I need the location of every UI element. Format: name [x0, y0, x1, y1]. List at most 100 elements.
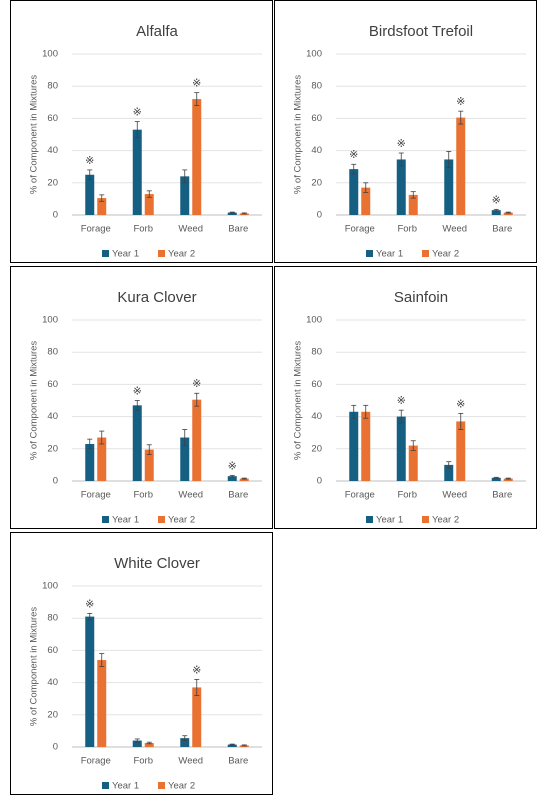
y-tick-label: 100 — [42, 581, 58, 592]
panel-border — [10, 266, 273, 529]
error-bar — [146, 190, 152, 198]
error-bar — [398, 409, 404, 424]
legend-swatch — [102, 516, 109, 523]
legend-label: Year 1 — [112, 249, 139, 260]
error-bar — [87, 169, 93, 180]
error-bar — [410, 191, 416, 199]
legend-label: Year 2 — [168, 249, 195, 260]
y-tick-label: 60 — [311, 113, 322, 124]
legend-swatch — [366, 516, 373, 523]
y-tick-label: 100 — [306, 49, 322, 60]
bar — [192, 687, 202, 747]
error-bar — [182, 429, 188, 446]
bar — [192, 99, 202, 215]
bar — [491, 210, 501, 215]
legend-swatch — [158, 250, 165, 257]
y-tick-label: 60 — [47, 113, 58, 124]
x-tick-label: Forage — [345, 490, 375, 501]
x-tick-label: Weed — [178, 224, 203, 235]
error-bar — [458, 412, 464, 430]
bar — [361, 187, 371, 215]
chart-panel: Birdsfoot Trefoil % of Component in Mixtu… — [274, 0, 537, 263]
x-tick-label: Forb — [133, 490, 153, 501]
error-bar — [410, 440, 416, 451]
legend-label: Year 2 — [168, 781, 195, 792]
error-bar — [363, 404, 369, 419]
y-tick-label: 60 — [311, 379, 322, 390]
error-bar — [505, 211, 511, 214]
legend-swatch — [422, 516, 429, 523]
x-tick-label: Forage — [81, 756, 111, 767]
error-bar — [194, 392, 200, 407]
bar — [144, 194, 154, 215]
bar — [396, 416, 406, 481]
chart-title: White Clover — [114, 555, 200, 572]
x-tick-label: Forb — [133, 224, 153, 235]
bar — [97, 437, 107, 481]
y-tick-label: 80 — [47, 347, 58, 358]
bar — [456, 421, 466, 481]
legend-swatch — [422, 250, 429, 257]
error-bar — [493, 208, 499, 212]
x-tick-label: Forage — [345, 224, 375, 235]
error-bar — [351, 163, 357, 175]
x-tick-label: Weed — [442, 224, 467, 235]
error-bar — [493, 476, 499, 479]
chart-panel: White Clover % of Component in Mixtures 0 2… — [10, 532, 273, 795]
error-bar — [146, 741, 152, 745]
bar — [349, 411, 359, 481]
chart-title: Sainfoin — [394, 289, 448, 306]
y-axis-label: % of Component in Mixtures — [29, 607, 40, 727]
bar — [444, 159, 454, 215]
y-tick-label: 40 — [311, 145, 322, 156]
legend-label: Year 1 — [112, 515, 139, 526]
legend-label: Year 2 — [168, 515, 195, 526]
bar — [97, 660, 107, 747]
legend-label: Year 2 — [432, 249, 459, 260]
x-tick-label: Forage — [81, 490, 111, 501]
error-bar — [229, 211, 235, 214]
x-tick-label: Forage — [81, 224, 111, 235]
legend-label: Year 1 — [376, 249, 403, 260]
error-bar — [182, 169, 188, 184]
y-tick-label: 0 — [317, 476, 322, 487]
bar — [132, 129, 142, 215]
bar — [239, 478, 249, 481]
significance-marker: ※ — [456, 96, 465, 108]
y-tick-label: 80 — [47, 81, 58, 92]
y-tick-label: 60 — [47, 645, 58, 656]
error-bar — [134, 738, 140, 743]
x-tick-label: Bare — [492, 490, 512, 501]
bar — [180, 176, 190, 215]
bar — [132, 405, 142, 481]
bar — [180, 437, 190, 481]
x-tick-label: Weed — [178, 756, 203, 767]
bar — [227, 212, 237, 215]
error-bar — [446, 461, 452, 469]
error-bar — [99, 653, 105, 667]
significance-marker: ※ — [397, 138, 406, 150]
error-bar — [241, 744, 247, 747]
bar — [503, 478, 513, 481]
significance-marker: ※ — [456, 398, 465, 410]
bar — [180, 738, 190, 747]
y-axis-label: % of Component in Mixtures — [293, 75, 304, 195]
error-bar — [351, 404, 357, 419]
chart-panel: Kura Clover % of Component in Mixtures 0 20… — [10, 266, 273, 529]
error-bar — [99, 194, 105, 202]
x-tick-label: Bare — [228, 756, 248, 767]
error-bar — [505, 477, 511, 480]
significance-marker: ※ — [192, 78, 201, 90]
y-tick-label: 0 — [317, 210, 322, 221]
error-bar — [458, 110, 464, 125]
error-bar — [229, 474, 235, 478]
panel-border — [10, 532, 273, 795]
bar — [132, 740, 142, 747]
bar — [408, 194, 418, 215]
y-tick-label: 60 — [47, 379, 58, 390]
significance-marker: ※ — [85, 155, 94, 167]
bar — [227, 744, 237, 747]
y-axis-label: % of Component in Mixtures — [29, 341, 40, 461]
x-tick-label: Bare — [228, 490, 248, 501]
y-tick-label: 20 — [311, 443, 322, 454]
